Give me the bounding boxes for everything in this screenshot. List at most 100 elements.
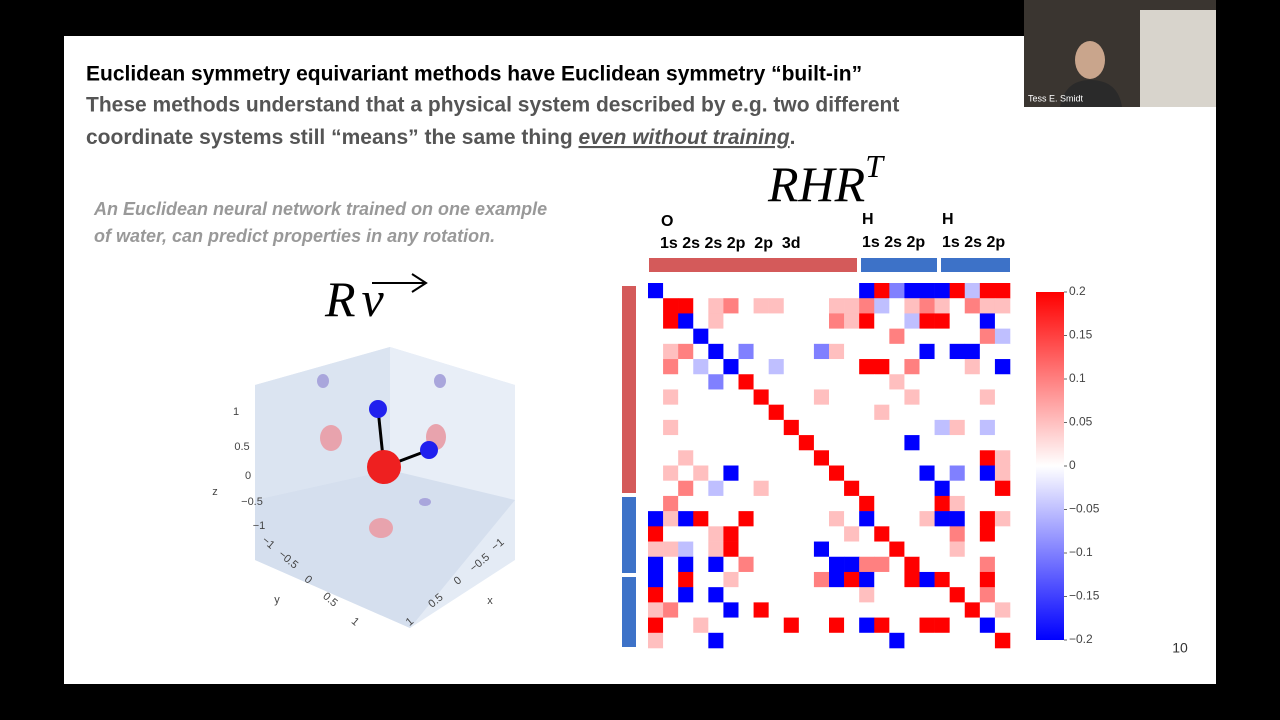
heatmap-cell — [994, 435, 1011, 451]
heatmap-cell — [859, 587, 875, 603]
heatmap-cell — [648, 450, 664, 466]
heatmap-cell — [994, 328, 1011, 345]
heatmap-cell — [874, 556, 890, 573]
heatmap-cell — [889, 480, 905, 497]
heatmap-cell — [949, 541, 966, 558]
heatmap-cell — [708, 617, 724, 634]
heatmap-cell — [798, 298, 815, 314]
slide-title: Euclidean symmetry equivariant methods h… — [86, 63, 862, 86]
heatmap-cell — [829, 541, 845, 558]
heatmap-cell — [949, 617, 966, 634]
heatmap-cell — [663, 389, 679, 405]
heatmap-cell — [994, 602, 1011, 618]
heatmap-cell — [708, 465, 724, 482]
heatmap-cell — [723, 571, 739, 588]
heatmap-cell — [753, 343, 769, 360]
heatmap-cell — [994, 283, 1011, 299]
heatmap-cell — [874, 435, 890, 451]
heatmap-cell — [693, 389, 709, 405]
heatmap-cell — [874, 343, 890, 360]
heatmap-cell — [934, 298, 950, 314]
heatmap-cell — [768, 419, 785, 436]
heatmap-cell — [964, 374, 981, 390]
heatmap-cell — [919, 495, 935, 512]
heatmap-cell — [829, 389, 845, 405]
heatmap-cell — [693, 435, 709, 451]
heatmap-cell — [844, 495, 860, 512]
heatmap-cell — [798, 480, 815, 497]
heatmap-cell — [648, 511, 664, 527]
heatmap-cell — [919, 450, 935, 466]
subtitle-part: . — [790, 126, 796, 149]
heatmap-cell — [663, 541, 679, 558]
heatmap-cell — [994, 343, 1011, 360]
heatmap-cell — [723, 632, 739, 649]
heatmap-cell — [663, 419, 679, 436]
heatmap-cell — [874, 374, 890, 390]
heatmap-cell — [964, 450, 981, 466]
heatmap-cell — [934, 495, 950, 512]
heatmap-cell — [678, 602, 694, 618]
heatmap-cell — [994, 511, 1011, 527]
heatmap-cell — [693, 374, 709, 390]
heatmap-cell — [693, 602, 709, 618]
heatmap-cell — [934, 359, 950, 375]
heatmap-cell — [994, 419, 1011, 436]
heatmap-cell — [678, 556, 694, 573]
heatmap-cell — [708, 511, 724, 527]
heatmap-cell — [738, 526, 754, 542]
heatmap-cell — [859, 313, 875, 329]
heatmap-cell — [979, 617, 996, 634]
heatmap-cell — [723, 328, 739, 345]
heatmap-cell — [798, 450, 815, 466]
heatmap-cell — [798, 465, 815, 482]
heatmap-cell — [829, 313, 845, 329]
colorbar-tick-label: −0.05 — [1069, 502, 1100, 516]
heatmap-cell — [994, 389, 1011, 405]
heatmap-cell — [708, 480, 724, 497]
heatmap-cell — [874, 359, 890, 375]
heatmap-cell — [859, 571, 875, 588]
heatmap-cell — [753, 571, 769, 588]
heatmap-cell — [919, 511, 935, 527]
heatmap-cell — [678, 632, 694, 649]
heatmap-cell — [648, 526, 664, 542]
heatmap-cell — [844, 511, 860, 527]
heatmap-cell — [753, 541, 769, 558]
heatmap-cell — [934, 571, 950, 588]
heatmap-cell — [964, 480, 981, 497]
heatmap-cell — [723, 298, 739, 314]
formula: RHRT — [767, 148, 885, 212]
heatmap-cell — [934, 283, 950, 299]
heatmap-cell — [738, 571, 754, 588]
heatmap-cell — [783, 389, 800, 405]
heatmap-cell — [829, 283, 845, 299]
heatmap-cell — [934, 511, 950, 527]
heatmap-cell — [723, 511, 739, 527]
heatmap-cell — [934, 450, 950, 466]
heatmap-cell — [994, 450, 1011, 466]
heatmap-cell — [874, 602, 890, 618]
heatmap-cell — [753, 617, 769, 634]
heatmap-cell — [738, 359, 754, 375]
heatmap-cell — [798, 419, 815, 436]
3d-plot — [255, 347, 515, 628]
group-bar — [622, 286, 636, 493]
heatmap-cell — [783, 435, 800, 451]
heatmap-cell — [919, 419, 935, 436]
heatmap-cell — [904, 556, 920, 573]
heatmap-cell — [738, 480, 754, 497]
heatmap-cell — [934, 435, 950, 451]
heatmap-cell — [753, 389, 769, 405]
heatmap-cell — [708, 495, 724, 512]
heatmap-cell — [753, 374, 769, 390]
heatmap-cell — [844, 419, 860, 436]
heatmap-cell — [874, 389, 890, 405]
heatmap-cell — [738, 435, 754, 451]
heatmap-cell — [663, 556, 679, 573]
heatmap-cell — [723, 465, 739, 482]
heatmap-cell — [738, 632, 754, 649]
heatmap-cell — [949, 359, 966, 375]
heatmap-cell — [813, 298, 830, 314]
heatmap-cell — [768, 511, 785, 527]
